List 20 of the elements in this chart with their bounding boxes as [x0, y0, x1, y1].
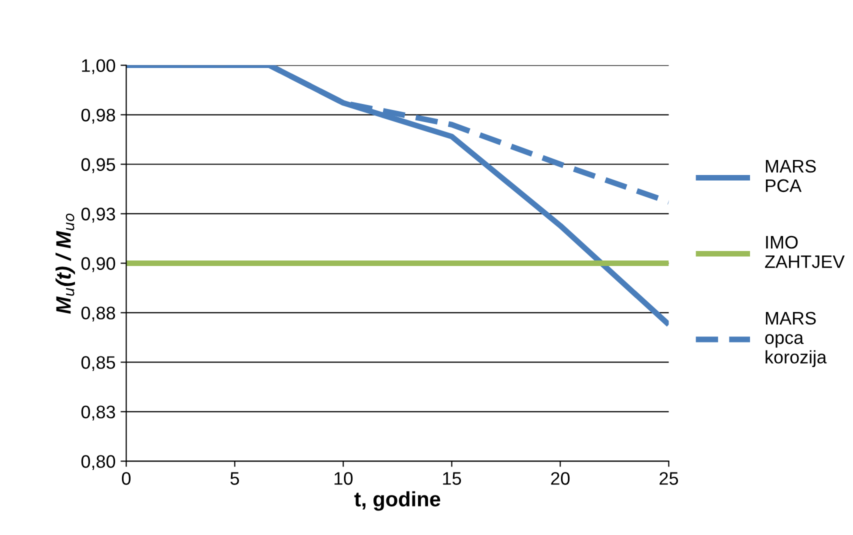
- x-tick-label: 25: [660, 472, 678, 485]
- legend-label: IMO ZAHTJEV: [765, 236, 845, 268]
- x-tick-label: 5: [230, 472, 240, 485]
- y-tick-label: 1,00: [82, 59, 116, 74]
- y-tick-label: 0,90: [81, 257, 116, 272]
- legend-label: MARS opca korozija: [765, 312, 827, 368]
- y-tick-label: 0,95: [81, 158, 116, 174]
- y-tick-label: 0,83: [81, 406, 116, 421]
- y-tick-label: 0,85: [81, 356, 116, 372]
- x-tick-label: 20: [551, 472, 570, 485]
- legend-label: MARS PCA: [766, 160, 816, 192]
- x-axis-title: t, godine: [354, 491, 440, 511]
- y-tick-label: 0,98: [81, 108, 116, 124]
- y-tick-label: 0,80: [81, 455, 116, 470]
- y-axis-title: M$_{u}$(t) / M$_{uo}$: [56, 214, 75, 314]
- y-tick-label: 0,93: [81, 208, 116, 223]
- x-tick-label: 0: [122, 472, 131, 485]
- x-tick-label: 10: [334, 472, 353, 485]
- y-tick-label: 0,88: [81, 306, 116, 322]
- x-tick-label: 15: [443, 472, 462, 485]
